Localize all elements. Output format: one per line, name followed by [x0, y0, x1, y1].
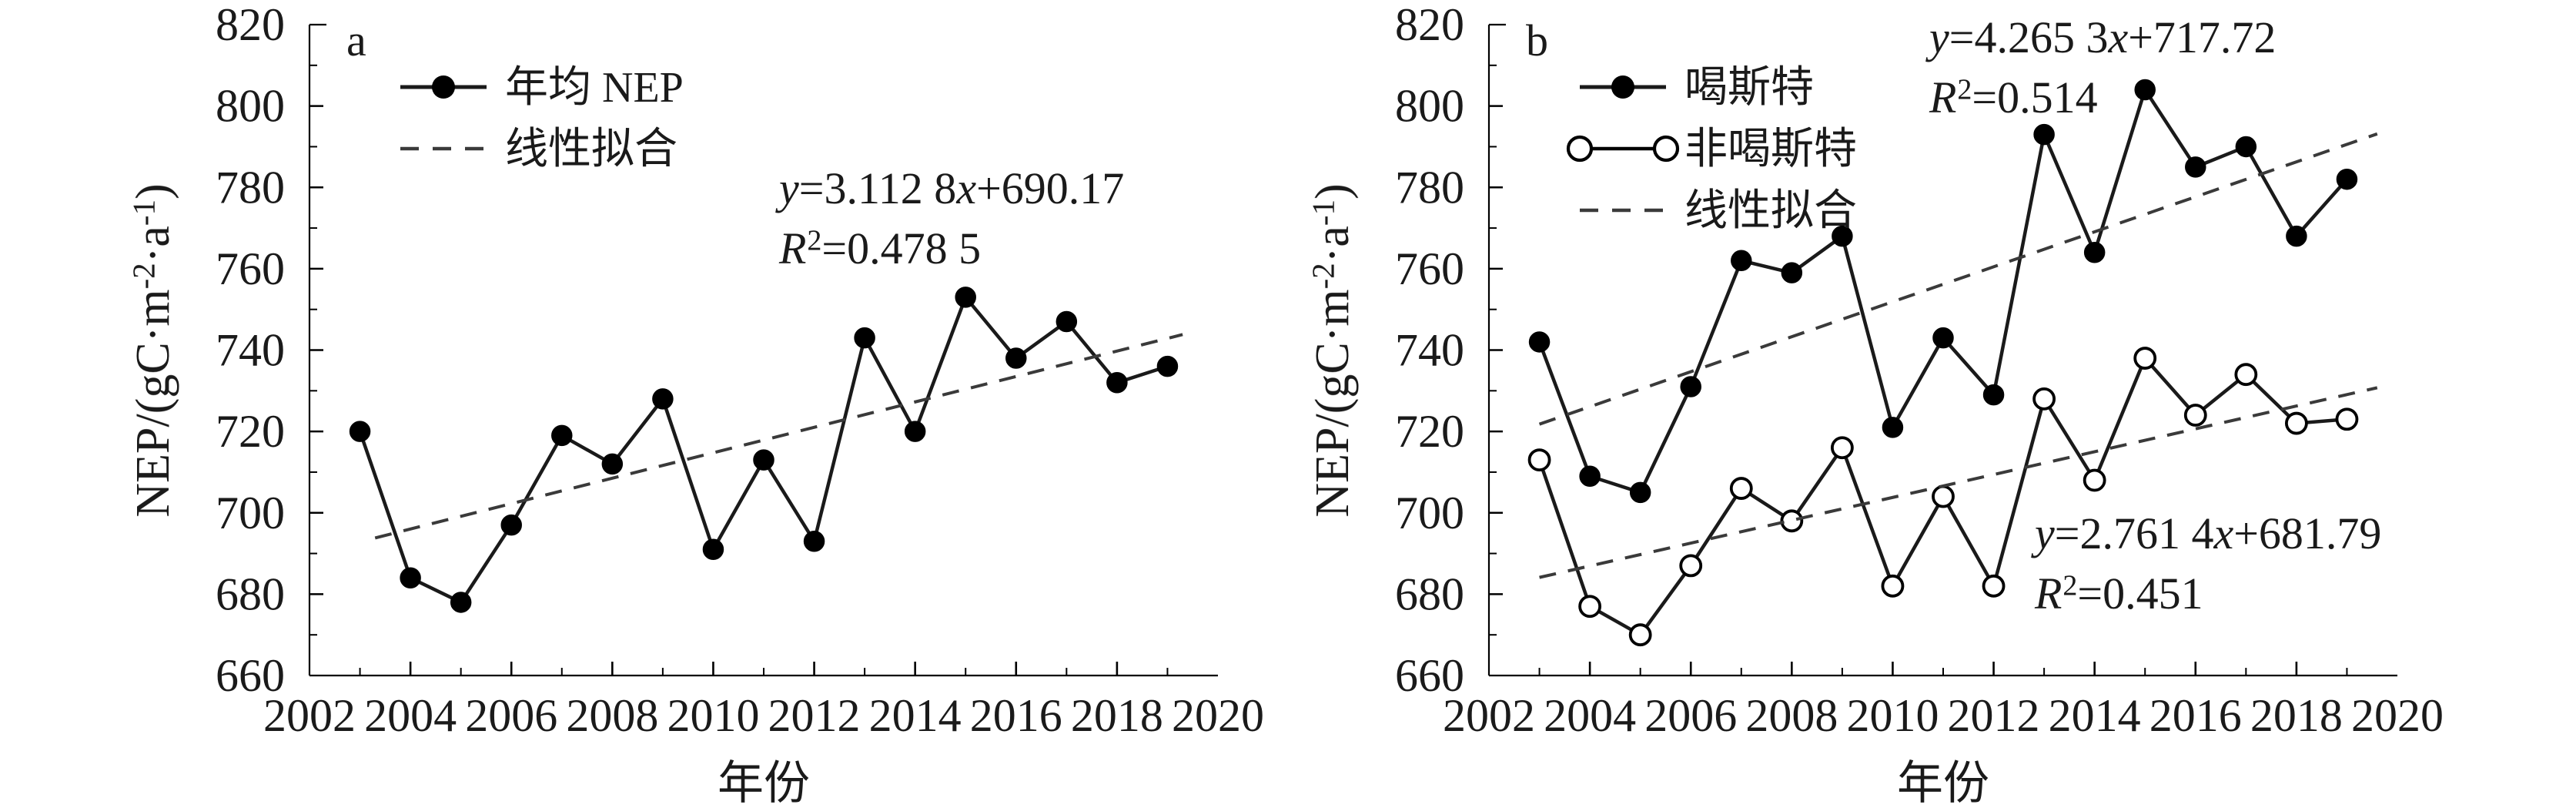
svg-text:2: 2	[1957, 74, 1972, 106]
svg-text:喝斯特: 喝斯特	[1684, 64, 1814, 112]
svg-text:2010: 2010	[1846, 690, 1939, 741]
svg-text:-2: -2	[1305, 263, 1340, 289]
svg-text:740: 740	[216, 325, 285, 376]
svg-text:y=4.265 3x+717.72: y=4.265 3x+717.72	[1925, 12, 2276, 62]
svg-text:760: 760	[1395, 243, 1464, 294]
svg-text:2018: 2018	[2250, 690, 2343, 741]
svg-text:=0.451: =0.451	[2077, 568, 2203, 619]
svg-text:NEP/(gC·m: NEP/(gC·m	[1306, 289, 1359, 517]
svg-text:720: 720	[1395, 406, 1464, 457]
svg-text:·a: ·a	[127, 226, 179, 263]
svg-text:800: 800	[1395, 81, 1464, 132]
svg-text:R: R	[1929, 72, 1956, 122]
svg-text:=0.478 5: =0.478 5	[821, 223, 981, 273]
svg-text:740: 740	[1395, 325, 1464, 376]
svg-text:2: 2	[807, 225, 821, 257]
svg-text:2020: 2020	[1172, 690, 1264, 741]
svg-text:800: 800	[216, 81, 285, 132]
svg-text:2002: 2002	[263, 690, 356, 741]
svg-text:760: 760	[216, 243, 285, 294]
svg-text:): )	[1306, 183, 1359, 199]
svg-text:2014: 2014	[869, 690, 962, 741]
svg-text:2016: 2016	[2149, 690, 2242, 741]
svg-text:780: 780	[216, 162, 285, 213]
svg-text:年均 NEP: 年均 NEP	[505, 64, 684, 112]
svg-text:y=3.112 8x+690.17: y=3.112 8x+690.17	[775, 163, 1124, 213]
svg-text:年份: 年份	[1897, 758, 1989, 808]
svg-text:2020: 2020	[2351, 690, 2444, 741]
svg-text:-1: -1	[125, 199, 161, 226]
svg-text:780: 780	[1395, 162, 1464, 213]
svg-text:a: a	[346, 15, 366, 65]
svg-text:2010: 2010	[667, 690, 759, 741]
svg-text:2012: 2012	[768, 690, 861, 741]
svg-text:2016: 2016	[970, 690, 1062, 741]
svg-text:2004: 2004	[364, 690, 457, 741]
svg-text:820: 820	[216, 0, 285, 50]
svg-text:R: R	[2034, 568, 2062, 619]
svg-text:2: 2	[2062, 570, 2077, 602]
svg-text:2014: 2014	[2049, 690, 2141, 741]
svg-text:680: 680	[216, 568, 285, 619]
svg-text:2008: 2008	[1745, 690, 1838, 741]
svg-text:2012: 2012	[1948, 690, 2040, 741]
svg-text:·a: ·a	[1306, 226, 1359, 263]
svg-text:): )	[127, 183, 179, 199]
svg-text:700: 700	[216, 488, 285, 538]
svg-text:820: 820	[1395, 0, 1464, 50]
svg-text:700: 700	[1395, 488, 1464, 538]
svg-text:R: R	[778, 223, 806, 273]
svg-text:2006: 2006	[1644, 690, 1737, 741]
svg-text:2002: 2002	[1443, 690, 1535, 741]
svg-text:线性拟合: 线性拟合	[1684, 187, 1857, 235]
svg-text:年份: 年份	[718, 758, 810, 808]
svg-text:y=2.761 4x+681.79: y=2.761 4x+681.79	[2031, 508, 2381, 558]
svg-text:-1: -1	[1305, 199, 1340, 226]
svg-text:2004: 2004	[1544, 690, 1636, 741]
svg-text:2006: 2006	[465, 690, 557, 741]
svg-text:=0.514: =0.514	[1972, 72, 2097, 122]
svg-text:线性拟合: 线性拟合	[505, 126, 677, 173]
svg-text:非喝斯特: 非喝斯特	[1684, 126, 1857, 173]
svg-text:2008: 2008	[566, 690, 658, 741]
svg-text:-2: -2	[125, 263, 161, 289]
svg-text:680: 680	[1395, 568, 1464, 619]
svg-text:b: b	[1526, 15, 1548, 65]
svg-text:NEP/(gC·m: NEP/(gC·m	[127, 289, 179, 517]
svg-text:720: 720	[216, 406, 285, 457]
svg-text:2018: 2018	[1071, 690, 1163, 741]
